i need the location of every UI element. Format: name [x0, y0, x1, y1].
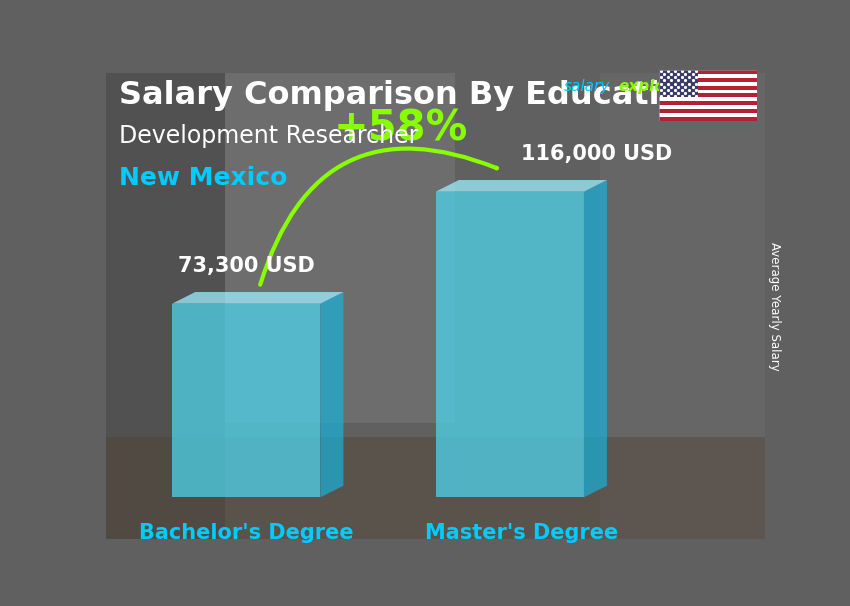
- Bar: [659, 90, 756, 93]
- Text: +58%: +58%: [334, 108, 468, 150]
- Bar: [106, 73, 224, 539]
- Bar: [659, 70, 698, 98]
- Text: Development Researcher: Development Researcher: [119, 124, 419, 148]
- Text: explorer: explorer: [618, 79, 690, 94]
- Text: 116,000 USD: 116,000 USD: [521, 144, 672, 164]
- Bar: [659, 117, 756, 121]
- Bar: [659, 70, 756, 74]
- Text: Bachelor's Degree: Bachelor's Degree: [139, 523, 354, 543]
- Polygon shape: [172, 304, 320, 498]
- Bar: [659, 109, 756, 113]
- Polygon shape: [172, 292, 343, 304]
- Polygon shape: [320, 292, 343, 498]
- Text: .com: .com: [679, 79, 717, 94]
- Polygon shape: [435, 191, 584, 498]
- Bar: [659, 113, 756, 117]
- Bar: [659, 74, 756, 78]
- Text: Average Yearly Salary: Average Yearly Salary: [768, 242, 781, 370]
- Bar: [224, 73, 456, 423]
- Text: 73,300 USD: 73,300 USD: [178, 256, 314, 276]
- Bar: [659, 78, 756, 82]
- Bar: [659, 82, 756, 85]
- Polygon shape: [584, 180, 607, 498]
- Text: salary: salary: [564, 79, 610, 94]
- Text: Salary Comparison By Education: Salary Comparison By Education: [119, 80, 705, 111]
- Text: Master's Degree: Master's Degree: [425, 523, 618, 543]
- Bar: [659, 105, 756, 109]
- Bar: [600, 73, 765, 539]
- Polygon shape: [435, 180, 607, 191]
- Bar: [659, 98, 756, 101]
- Bar: [106, 437, 765, 539]
- Bar: [659, 85, 756, 90]
- Bar: [659, 93, 756, 98]
- Text: New Mexico: New Mexico: [119, 166, 288, 190]
- Bar: [659, 101, 756, 105]
